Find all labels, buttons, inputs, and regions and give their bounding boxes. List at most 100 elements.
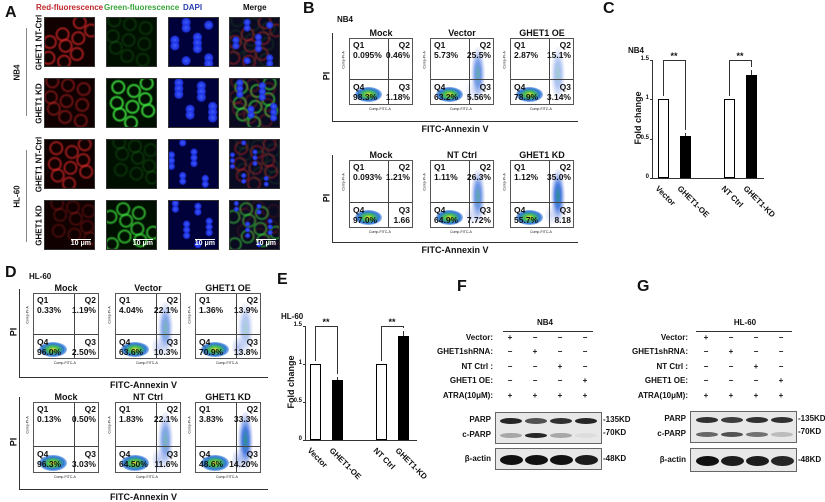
marker-70kd: -70KD: [603, 428, 627, 437]
q4-value: 98.3%: [353, 92, 378, 102]
green-channel-image: 10 μm: [106, 200, 157, 250]
flow-plot: Q1 4.04% Q2 22.1% Q4 63.6% Q3 10.3%: [115, 293, 181, 359]
y-channel-label: Comp-PI-A: [187, 416, 192, 434]
blot-cell-label: NB4: [536, 318, 553, 327]
q2-label: Q2: [246, 404, 258, 414]
q1-value: 0.33%: [37, 305, 62, 315]
y-tick-label: 1.5: [293, 322, 302, 328]
plus-sign: +: [703, 391, 709, 400]
significance-bracket-left: [315, 326, 316, 361]
q4-label: Q4: [199, 449, 211, 459]
red-channel-image: [44, 139, 95, 189]
q1-value: 1.12%: [514, 172, 539, 182]
flow-plot-title: Vector: [448, 28, 476, 38]
y-axis-line: [332, 33, 333, 121]
minus-sign: −: [728, 376, 734, 385]
q1-value: 0.093%: [353, 172, 382, 182]
parp-band: [550, 418, 572, 424]
q1-label: Q1: [37, 295, 49, 305]
flow-plot: Q1 0.093% Q2 1.21% Q4 97.0% Q3 1.66: [349, 160, 413, 228]
q3-value: 1.18%: [385, 92, 410, 102]
significance-marker: **: [322, 317, 330, 327]
q1-label: Q1: [434, 162, 446, 172]
quadrant-gate-vertical: [388, 161, 389, 227]
y-channel-label: Comp-PI-A: [341, 51, 346, 69]
minus-sign: −: [703, 362, 709, 371]
scale-bar: 10 μm: [70, 239, 91, 247]
x-channel-label: Comp-FITC-A: [450, 230, 472, 234]
q1-value: 0.095%: [353, 50, 382, 60]
protein-label-c-parp: c-PARP: [462, 430, 491, 439]
quadrant-gate-horizontal: [511, 202, 573, 203]
c-parp-band: [500, 433, 522, 438]
bar-vector: [310, 364, 321, 440]
scale-bar: 10 μm: [255, 239, 276, 247]
live-population: [355, 87, 382, 102]
significance-bracket-left: [663, 60, 664, 97]
q4-label: Q4: [434, 205, 446, 215]
y-tick-label: 0.5: [640, 134, 649, 141]
category-label: GHET1-KD: [741, 184, 777, 220]
live-population: [516, 210, 543, 225]
y-channel-label: Comp-PI-A: [25, 416, 30, 434]
q2-value: 25.5%: [466, 50, 491, 60]
panel-f-label: F: [457, 278, 467, 295]
merge-image: [229, 17, 280, 67]
y-tick: [650, 60, 652, 61]
merge-image: [229, 139, 280, 189]
red-channel-image: [44, 78, 95, 128]
minus-sign: −: [703, 376, 709, 385]
y-channel-label: Comp-PI-A: [25, 306, 30, 324]
y-tick: [303, 402, 305, 403]
q4-value: 48.6%: [199, 459, 224, 469]
q1-label: Q1: [434, 40, 446, 50]
c-parp-band: [575, 433, 597, 438]
minus-sign: −: [753, 376, 759, 385]
plus-sign: +: [778, 391, 784, 400]
row-label: GHET1 KD: [34, 83, 44, 124]
q1-label: Q1: [37, 404, 49, 414]
minus-sign: −: [753, 347, 759, 356]
flow-plot: Q1 0.13% Q2 0.50% Q4 96.3% Q3 3.03%: [33, 402, 99, 473]
parp-band: [575, 418, 597, 424]
live-population: [39, 455, 67, 471]
plus-sign: +: [532, 391, 538, 400]
group-divider-hl60: [26, 150, 27, 242]
significance-marker: **: [670, 51, 678, 61]
category-label: NT Ctrl: [371, 446, 397, 472]
q4-value: 63.6%: [119, 347, 144, 357]
panel-d-cell-label: HL-60: [29, 272, 52, 281]
y-channel-label: Comp-PI-A: [502, 51, 507, 69]
red-channel-image: 10 μm: [44, 200, 95, 250]
q2-label: Q2: [559, 162, 571, 172]
y-tick-label: 0: [645, 174, 649, 180]
y-tick-label: 1.5: [640, 56, 649, 62]
q2-label: Q2: [479, 40, 491, 50]
minus-sign: −: [532, 376, 538, 385]
quadrant-gate-horizontal: [116, 334, 180, 335]
actin-blot: [495, 448, 602, 470]
beta-actin-band: [696, 456, 719, 466]
minus-sign: −: [557, 333, 563, 342]
plus-sign: +: [778, 376, 784, 385]
error-bar: [337, 376, 338, 380]
col-header-dapi: DAPI: [183, 3, 203, 12]
minus-sign: −: [703, 347, 709, 356]
q4-label: Q4: [514, 205, 526, 215]
flow-plot-title: NT Ctrl: [447, 150, 477, 160]
q2-value: 22.1%: [153, 414, 178, 424]
quadrant-gate-vertical: [236, 403, 237, 472]
quadrant-gate-vertical: [156, 403, 157, 472]
merge-image: 10 μm: [229, 200, 280, 250]
q4-label: Q4: [37, 337, 49, 347]
q2-label: Q2: [166, 404, 178, 414]
minus-sign: −: [582, 333, 588, 342]
q1-label: Q1: [514, 40, 526, 50]
q2-label: Q2: [246, 295, 258, 305]
y-tick: [303, 440, 305, 441]
x-channel-label: Comp-FITC-A: [216, 361, 238, 365]
significance-bracket: [315, 326, 337, 327]
beta-actin-band: [746, 456, 769, 466]
y-channel-label: Comp-PI-A: [422, 173, 427, 192]
q1-value: 4.04%: [119, 305, 144, 315]
